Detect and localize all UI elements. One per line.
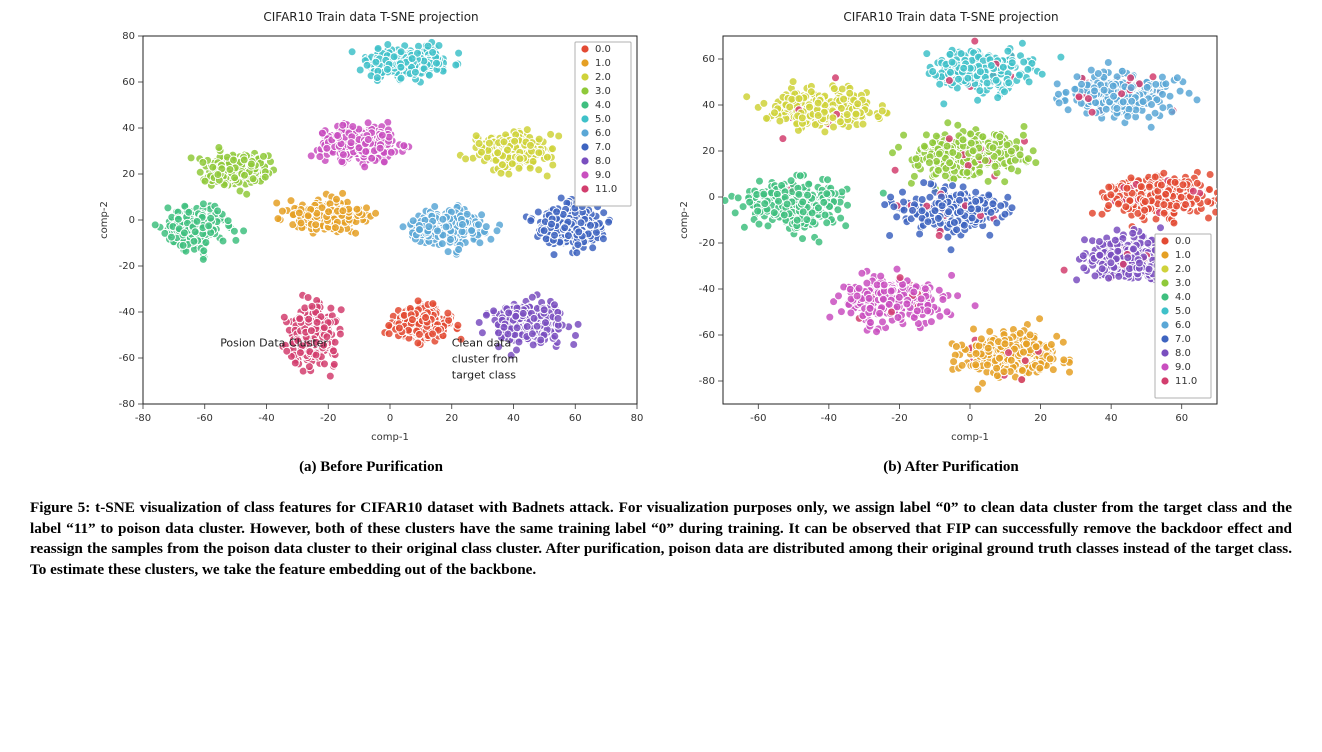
- plot-wrap-after: -60 -40 -20 0 20 40 60 -80 -60 -40 -20 0 20 40 60 comp-…: [671, 26, 1231, 451]
- svg-text:4.0: 4.0: [595, 100, 611, 111]
- svg-text:-60: -60: [699, 330, 715, 341]
- plot-title-after: CIFAR10 Train data T-SNE projection: [843, 10, 1058, 24]
- svg-text:1.0: 1.0: [595, 58, 611, 69]
- panel-after: CIFAR10 Train data T-SNE projection -60-…: [671, 10, 1231, 476]
- svg-text:0: 0: [387, 413, 393, 424]
- svg-text:0: 0: [709, 192, 715, 203]
- svg-text:-40: -40: [821, 413, 837, 424]
- svg-text:80: 80: [631, 413, 644, 424]
- svg-text:60: 60: [702, 54, 715, 65]
- svg-text:40: 40: [702, 100, 715, 111]
- figure-page: CIFAR10 Train data T-SNE projection -80-…: [0, 0, 1322, 752]
- svg-text:-40: -40: [699, 284, 715, 295]
- svg-text:40: 40: [507, 413, 520, 424]
- svg-text:11.0: 11.0: [595, 184, 617, 195]
- svg-text:40: 40: [122, 123, 135, 134]
- svg-text:8.0: 8.0: [595, 156, 611, 167]
- svg-text:-80: -80: [699, 376, 715, 387]
- scatter-plot-before: -80 -60 -40 -20 0 20 40 60 80 -80 -60 -40 -20 0 20 40 60…: [91, 26, 651, 446]
- svg-text:comp-1: comp-1: [371, 432, 409, 443]
- svg-text:20: 20: [122, 169, 135, 180]
- svg-text:2.0: 2.0: [595, 72, 611, 83]
- svg-text:0.0: 0.0: [595, 44, 611, 55]
- svg-text:60: 60: [1175, 413, 1188, 424]
- scatter-plot-after: -60 -40 -20 0 20 40 60 -80 -60 -40 -20 0 20 40 60 comp-…: [671, 26, 1231, 446]
- svg-text:Clean data: Clean data: [452, 337, 512, 350]
- svg-text:-40: -40: [258, 413, 274, 424]
- svg-text:comp-2: comp-2: [679, 201, 690, 239]
- svg-text:-80: -80: [135, 413, 151, 424]
- svg-text:Posion Data Cluster: Posion Data Cluster: [220, 337, 328, 350]
- svg-text:-20: -20: [891, 413, 907, 424]
- svg-text:-20: -20: [320, 413, 336, 424]
- svg-text:7.0: 7.0: [595, 142, 611, 153]
- panels-row: CIFAR10 Train data T-SNE projection -80-…: [24, 10, 1298, 476]
- svg-text:cluster from: cluster from: [452, 353, 519, 366]
- plot-title-before: CIFAR10 Train data T-SNE projection: [263, 10, 478, 24]
- svg-text:40: 40: [1105, 413, 1118, 424]
- svg-text:0: 0: [967, 413, 973, 424]
- svg-text:-60: -60: [750, 413, 766, 424]
- svg-text:60: 60: [122, 77, 135, 88]
- svg-text:9.0: 9.0: [595, 170, 611, 181]
- svg-text:80: 80: [122, 31, 135, 42]
- svg-text:target class: target class: [452, 369, 517, 382]
- svg-text:6.0: 6.0: [595, 128, 611, 139]
- svg-text:20: 20: [445, 413, 458, 424]
- svg-text:60: 60: [569, 413, 582, 424]
- svg-text:5.0: 5.0: [595, 114, 611, 125]
- svg-text:-40: -40: [119, 307, 135, 318]
- figure-caption: Figure 5: t-SNE visualization of class f…: [24, 498, 1298, 580]
- subcaption-after: (b) After Purification: [883, 459, 1019, 476]
- svg-text:-80: -80: [119, 399, 135, 410]
- svg-text:comp-2: comp-2: [99, 201, 110, 239]
- panel-before: CIFAR10 Train data T-SNE projection -80-…: [91, 10, 651, 476]
- svg-text:-20: -20: [699, 238, 715, 249]
- svg-text:0: 0: [129, 215, 135, 226]
- svg-text:3.0: 3.0: [595, 86, 611, 97]
- svg-text:comp-1: comp-1: [951, 432, 989, 443]
- svg-text:20: 20: [702, 146, 715, 157]
- plot-wrap-before: -80 -60 -40 -20 0 20 40 60 80 -80 -60 -40 -20 0 20 40 60…: [91, 26, 651, 451]
- svg-text:-20: -20: [119, 261, 135, 272]
- subcaption-before: (a) Before Purification: [299, 459, 443, 476]
- svg-text:20: 20: [1034, 413, 1047, 424]
- svg-text:-60: -60: [197, 413, 213, 424]
- svg-text:-60: -60: [119, 353, 135, 364]
